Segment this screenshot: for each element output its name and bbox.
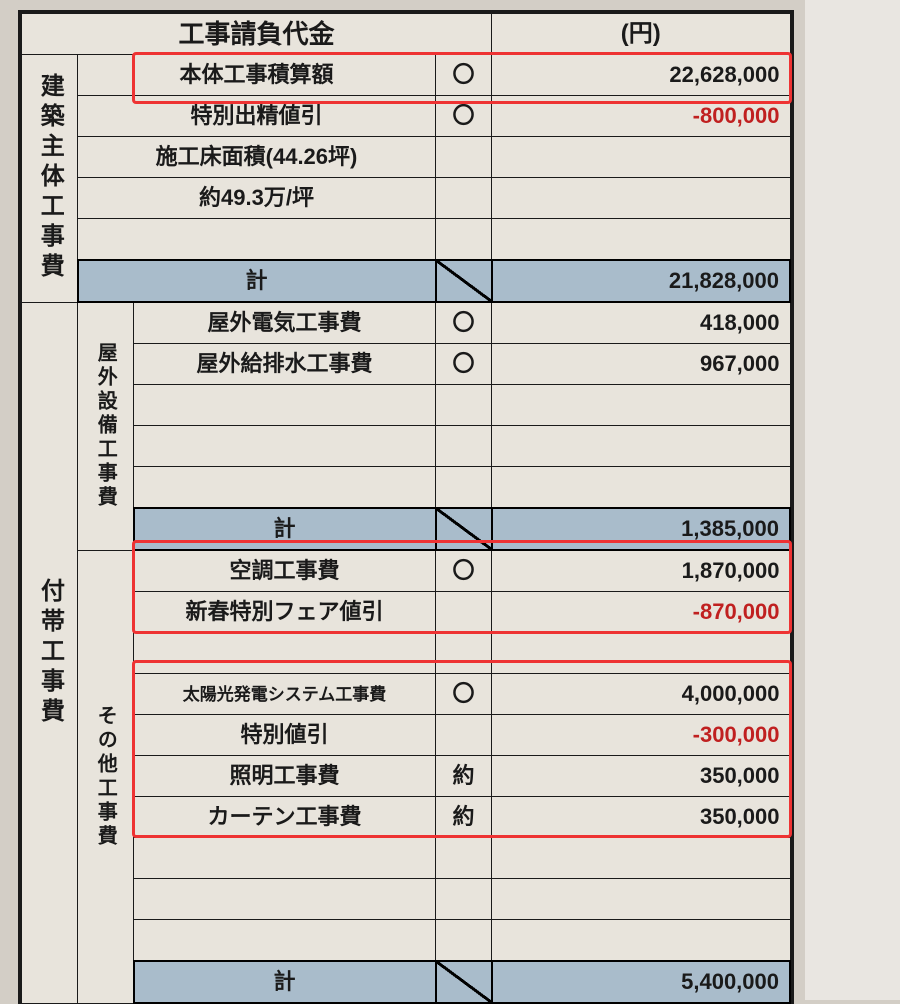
a4-mark	[436, 178, 492, 219]
row-a5	[22, 219, 791, 261]
b-sub-diag	[436, 508, 492, 550]
row-c10	[22, 920, 791, 962]
row-a2: 特別出精値引 〇 -800,000	[22, 96, 791, 137]
row-b5	[22, 467, 791, 509]
row-b-sub: 計 1,385,000	[22, 508, 791, 550]
header-title: 工事請負代金	[22, 14, 492, 55]
b-sub-label: 計	[134, 508, 436, 550]
row-c7: カーテン工事費 約 350,000	[22, 797, 791, 838]
a1-val: 22,628,000	[492, 55, 790, 96]
cat-s1: 屋外設備工事費	[78, 302, 134, 550]
cat-main: 建築主体工事費	[22, 55, 78, 303]
c5-desc: 特別値引	[134, 715, 436, 756]
b1-mark: 〇	[436, 302, 492, 344]
row-b4	[22, 426, 791, 467]
a4-val	[492, 178, 790, 219]
a5-val	[492, 219, 790, 261]
header-row: 工事請負代金 (円)	[22, 14, 791, 55]
a1-mark: 〇	[436, 55, 492, 96]
page-margin	[805, 0, 900, 1000]
a1-desc: 本体工事積算額	[78, 55, 436, 96]
a-sub-label: 計	[78, 260, 436, 302]
b2-desc: 屋外給排水工事費	[134, 344, 436, 385]
c2-mark	[436, 592, 492, 633]
header-unit: (円)	[492, 14, 790, 55]
c1-desc: 空調工事費	[134, 550, 436, 592]
cat-s2: その他工事費	[78, 550, 134, 1003]
row-c8	[22, 838, 791, 879]
c5-mark	[436, 715, 492, 756]
a3-desc: 施工床面積(44.26坪)	[78, 137, 436, 178]
row-b3	[22, 385, 791, 426]
c6-val: 350,000	[492, 756, 790, 797]
c4-val: 4,000,000	[492, 674, 790, 715]
c4-desc: 太陽光発電システム工事費	[134, 674, 436, 715]
c7-val: 350,000	[492, 797, 790, 838]
c1-val: 1,870,000	[492, 550, 790, 592]
a-sub-val: 21,828,000	[492, 260, 790, 302]
a2-desc: 特別出精値引	[78, 96, 436, 137]
a-sub-diag	[436, 260, 492, 302]
c2-desc: 新春特別フェア値引	[134, 592, 436, 633]
c6-desc: 照明工事費	[134, 756, 436, 797]
b2-mark: 〇	[436, 344, 492, 385]
row-a-sub: 計 21,828,000	[22, 260, 791, 302]
b1-desc: 屋外電気工事費	[134, 302, 436, 344]
a3-val	[492, 137, 790, 178]
row-c6: 照明工事費 約 350,000	[22, 756, 791, 797]
row-b1: 付帯工事費 屋外設備工事費 屋外電気工事費 〇 418,000	[22, 302, 791, 344]
b-sub-val: 1,385,000	[492, 508, 790, 550]
a3-mark	[436, 137, 492, 178]
c1-mark: 〇	[436, 550, 492, 592]
row-c5: 特別値引 -300,000	[22, 715, 791, 756]
c7-mark: 約	[436, 797, 492, 838]
a4-desc: 約49.3万/坪	[78, 178, 436, 219]
a5-mark	[436, 219, 492, 261]
row-c1: その他工事費 空調工事費 〇 1,870,000	[22, 550, 791, 592]
a2-val: -800,000	[492, 96, 790, 137]
row-a3: 施工床面積(44.26坪)	[22, 137, 791, 178]
b2-val: 967,000	[492, 344, 790, 385]
row-c9	[22, 879, 791, 920]
c7-desc: カーテン工事費	[134, 797, 436, 838]
c-sub-val: 5,400,000	[492, 961, 790, 1003]
row-c3	[22, 633, 791, 674]
b1-val: 418,000	[492, 302, 790, 344]
row-c-sub: 計 5,400,000	[22, 961, 791, 1003]
a5-desc	[78, 219, 436, 261]
row-a1: 建築主体工事費 本体工事積算額 〇 22,628,000	[22, 55, 791, 96]
estimate-table: 工事請負代金 (円) 建築主体工事費 本体工事積算額 〇 22,628,000 …	[18, 10, 794, 1004]
c-sub-label: 計	[134, 961, 436, 1003]
a2-mark: 〇	[436, 96, 492, 137]
c6-mark: 約	[436, 756, 492, 797]
row-c2: 新春特別フェア値引 -870,000	[22, 592, 791, 633]
c2-val: -870,000	[492, 592, 790, 633]
c5-val: -300,000	[492, 715, 790, 756]
row-a4: 約49.3万/坪	[22, 178, 791, 219]
row-b2: 屋外給排水工事費 〇 967,000	[22, 344, 791, 385]
c4-mark: 〇	[436, 674, 492, 715]
c-sub-diag	[436, 961, 492, 1003]
row-c4: 太陽光発電システム工事費 〇 4,000,000	[22, 674, 791, 715]
cat-sub: 付帯工事費	[22, 302, 78, 1003]
